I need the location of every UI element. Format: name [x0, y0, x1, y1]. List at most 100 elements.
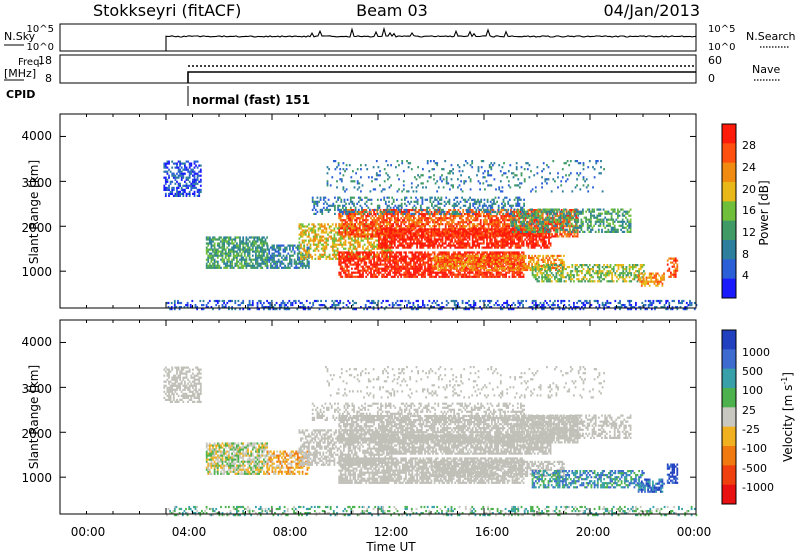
- scatter-cell: [422, 215, 425, 218]
- scatter-cell: [413, 269, 415, 272]
- scatter-cell: [500, 255, 503, 258]
- scatter-cell: [449, 234, 452, 237]
- scatter-cell: [221, 238, 224, 241]
- scatter-cell: [521, 240, 523, 243]
- scatter-cell: [500, 242, 503, 245]
- scatter-cell: [446, 223, 449, 226]
- scatter-cell: [395, 269, 398, 272]
- scatter-cell: [490, 215, 493, 218]
- scatter-cell: [322, 243, 325, 246]
- scatter-cell: [442, 266, 444, 270]
- scatter-cell: [409, 246, 412, 249]
- scatter-cell: [486, 228, 488, 231]
- scatter-cell: [430, 217, 433, 220]
- scatter-cell: [446, 256, 449, 259]
- scatter-cell: [420, 213, 423, 216]
- scatter-cell: [413, 221, 415, 224]
- scatter-cell: [473, 213, 476, 216]
- scatter-cell: [436, 234, 439, 237]
- scatter-cell: [393, 257, 396, 260]
- scatter-cell: [576, 231, 579, 234]
- scatter-cell: [363, 227, 366, 230]
- scatter-cell: [312, 229, 315, 232]
- scatter-cell: [433, 213, 436, 216]
- scatter-cell: [448, 266, 451, 270]
- scatter-cell: [381, 228, 383, 231]
- scatter-cell: [448, 227, 450, 230]
- scatter-cell: [343, 235, 345, 238]
- scatter-cell: [497, 273, 500, 276]
- scatter-cell: [414, 225, 417, 228]
- scatter-cell: [339, 263, 342, 266]
- scatter-cell: [273, 244, 275, 247]
- scatter-cell: [397, 275, 399, 278]
- scatter-cell: [444, 236, 447, 239]
- scatter-cell: [514, 271, 517, 274]
- scatter-cell: [360, 237, 363, 240]
- scatter-cell: [533, 234, 536, 237]
- scatter-cell: [306, 251, 309, 254]
- scatter-cell: [384, 234, 387, 237]
- scatter-cell: [229, 266, 232, 269]
- scatter-cell: [424, 227, 426, 230]
- scatter-cell: [521, 271, 523, 274]
- scatter-cell: [537, 242, 539, 245]
- scatter-cell: [216, 266, 219, 269]
- scatter-cell: [490, 228, 493, 231]
- scatter-cell: [190, 188, 193, 191]
- scatter-cell: [567, 233, 569, 236]
- scatter-cell: [497, 253, 500, 256]
- scatter-cell: [448, 217, 450, 220]
- scatter-cell: [505, 267, 507, 270]
- scatter-cell: [386, 229, 388, 232]
- scatter-cell: [371, 231, 374, 234]
- scatter-cell: [409, 265, 412, 268]
- scatter-cell: [471, 271, 474, 274]
- scatter-cell: [212, 248, 214, 251]
- scatter-cell: [231, 242, 233, 245]
- scatter-cell: [358, 217, 361, 220]
- scatter-cell: [351, 259, 353, 262]
- scatter-cell: [213, 250, 216, 253]
- scatter-cell: [273, 256, 275, 259]
- scatter-cell: [540, 209, 542, 212]
- scatter-cell: [336, 231, 339, 234]
- scatter-cell: [457, 251, 460, 254]
- scatter-cell: [282, 262, 285, 265]
- scatter-cell: [484, 251, 487, 254]
- scatter-cell: [490, 227, 493, 230]
- scatter-cell: [395, 255, 398, 258]
- scatter-cell: [430, 253, 433, 256]
- scatter-cell: [274, 250, 277, 253]
- scatter-cell: [413, 215, 415, 218]
- scatter-cell: [212, 254, 214, 257]
- scatter-cell: [409, 244, 412, 247]
- scatter-cell: [293, 252, 296, 255]
- scatter-cell: [403, 232, 406, 235]
- scatter-cell: [287, 264, 290, 267]
- scatter-cell: [387, 230, 390, 233]
- scatter-cell: [323, 245, 326, 248]
- scatter-cell: [502, 223, 504, 226]
- scatter-cell: [384, 230, 387, 233]
- scatter-cell: [451, 219, 453, 222]
- scatter-cell: [444, 240, 447, 243]
- scatter-cell: [319, 257, 321, 260]
- scatter-cell: [212, 256, 214, 259]
- scatter-cell: [514, 246, 517, 249]
- scatter-cell: [358, 219, 361, 222]
- scatter-cell: [521, 275, 523, 278]
- scatter-cell: [298, 266, 301, 269]
- scatter-cell: [514, 211, 517, 214]
- scatter-cell: [271, 244, 274, 247]
- scatter-cell: [390, 246, 393, 249]
- scatter-cell: [335, 249, 337, 252]
- scatter-cell: [196, 182, 199, 185]
- scatter-cell: [452, 227, 455, 230]
- scatter-cell: [505, 244, 507, 247]
- scatter-cell: [327, 233, 329, 236]
- scatter-cell: [268, 252, 271, 255]
- scatter-cell: [468, 242, 471, 245]
- scatter-cell: [220, 266, 222, 269]
- scatter-cell: [268, 260, 271, 263]
